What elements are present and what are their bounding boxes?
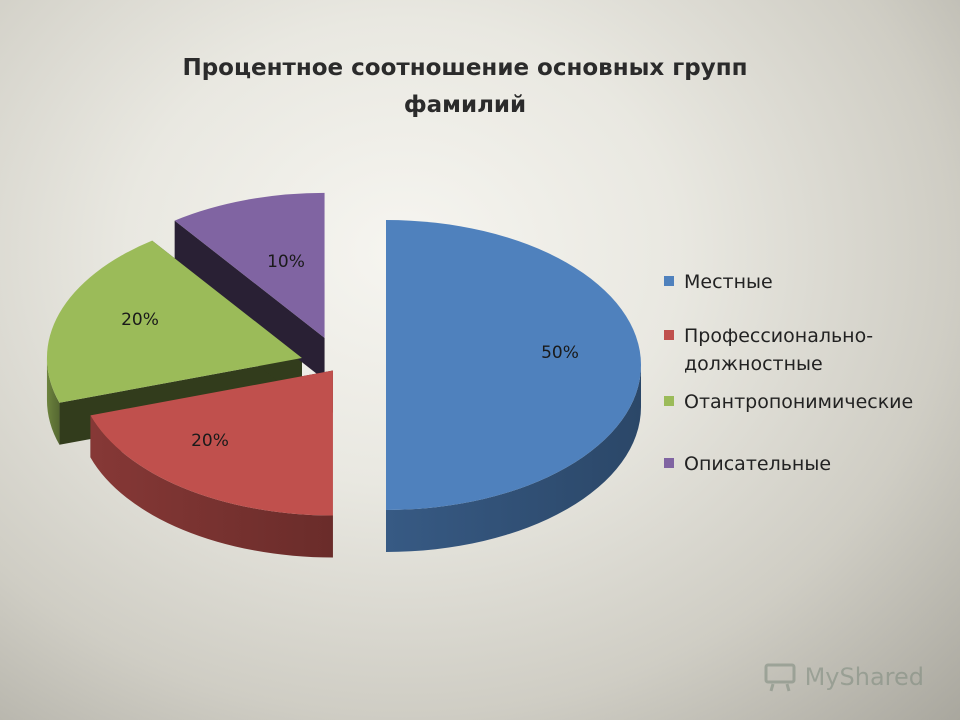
slice-rim-professional xyxy=(90,415,333,558)
legend-swatch-otanthroponymic xyxy=(664,396,674,406)
legend-item-descriptive: Описательные xyxy=(664,450,954,478)
legend-swatch-descriptive xyxy=(664,458,674,468)
legend-label-professional-line-2: должностные xyxy=(684,353,823,375)
slice-professional xyxy=(90,370,333,516)
legend-item-professional: Профессионально- должностные xyxy=(664,322,954,378)
legend-swatch-local xyxy=(664,276,674,286)
slice-otanthroponymic xyxy=(46,240,302,403)
slice-wall-descriptive-1 xyxy=(174,220,325,380)
data-label-professional: 20% xyxy=(191,431,229,451)
legend-swatch-professional xyxy=(664,330,674,340)
chart-title-line-2: фамилий xyxy=(403,92,527,118)
chart-title-line-1: Процентное соотношение основных групп xyxy=(182,55,748,81)
legend-item-local: Местные xyxy=(664,268,954,296)
slice-local xyxy=(386,220,641,510)
data-label-local: 50% xyxy=(541,343,579,363)
watermark: MyShared xyxy=(763,662,924,692)
watermark-text: MyShared xyxy=(804,663,924,691)
slice-rim-otanthroponymic xyxy=(46,357,60,445)
legend: Местные Профессионально- должностные Ота… xyxy=(664,268,954,478)
chart-title: Процентное соотношение основных групп фа… xyxy=(150,50,780,124)
legend-item-otanthroponymic: Отантропонимические xyxy=(664,388,954,416)
legend-label-local: Местные xyxy=(684,271,773,293)
data-label-descriptive: 10% xyxy=(267,252,305,272)
slice-rim-local xyxy=(386,365,641,552)
legend-label-otanthroponymic: Отантропонимические xyxy=(684,391,914,413)
slice-descriptive xyxy=(174,192,325,338)
legend-label-professional-line-1: Профессионально- xyxy=(684,325,874,347)
legend-label-descriptive: Описательные xyxy=(684,453,832,475)
presentation-board-icon xyxy=(764,663,796,692)
data-label-otanthroponymic: 20% xyxy=(121,310,159,330)
